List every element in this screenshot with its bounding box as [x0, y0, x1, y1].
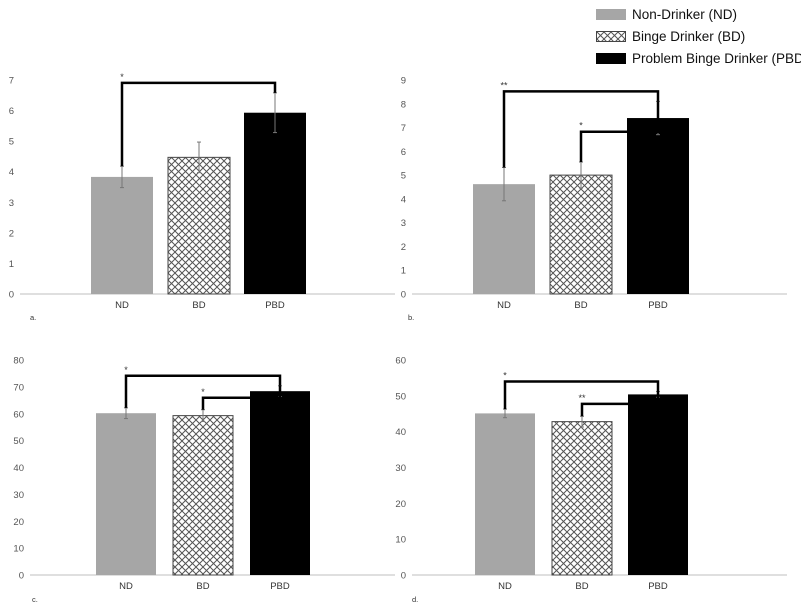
y-tick-label: 6 — [9, 106, 14, 117]
bar-bd — [167, 156, 231, 295]
significance-bracket — [502, 90, 660, 168]
y-tick-label: 3 — [401, 218, 406, 229]
category-label-nd: ND — [498, 581, 512, 592]
category-label-nd: ND — [115, 300, 129, 311]
y-tick-label: 2 — [9, 228, 14, 239]
y-tick-label: 80 — [13, 356, 24, 367]
legend-label-bd: Binge Drinker (BD) — [632, 28, 746, 44]
y-tick-label: 7 — [401, 123, 406, 134]
significance-bracket — [503, 380, 660, 410]
y-tick-label: 10 — [395, 535, 406, 546]
y-tick-label: 4 — [9, 167, 14, 178]
y-tick-label: 50 — [13, 436, 24, 447]
y-tick-label: 4 — [401, 194, 406, 205]
category-label-bd: BD — [574, 300, 587, 311]
y-tick-label: 0 — [401, 571, 406, 582]
significance-bracket — [120, 81, 277, 167]
bar-bd — [172, 415, 234, 576]
bar-pbd — [628, 394, 688, 575]
y-tick-label: 2 — [401, 242, 406, 253]
category-label-bd: BD — [575, 581, 588, 592]
y-tick-label: 20 — [395, 499, 406, 510]
y-tick-label: 30 — [395, 463, 406, 474]
legend-label-nd: Non-Drinker (ND) — [632, 6, 738, 22]
significance-bracket — [201, 385, 282, 410]
bar-nd — [96, 413, 156, 575]
significance-label: * — [579, 121, 583, 131]
chart-panel-a: 0 1 2 3 4 5 6 7 ND BD PBD * a. — [9, 72, 395, 322]
y-tick-label: 7 — [9, 76, 14, 87]
panel-label: a. — [30, 313, 36, 322]
category-label-bd: BD — [192, 300, 205, 311]
y-tick-label: 40 — [395, 427, 406, 438]
significance-label: * — [124, 365, 128, 375]
category-label-pbd: PBD — [648, 581, 668, 592]
category-label-pbd: PBD — [265, 300, 285, 311]
bar-bd — [549, 174, 613, 295]
panel-label: b. — [408, 313, 414, 322]
y-tick-label: 5 — [401, 171, 406, 182]
legend-swatch-nd — [596, 8, 626, 20]
y-tick-label: 9 — [401, 76, 406, 87]
category-label-bd: BD — [196, 581, 209, 592]
bar-nd — [91, 176, 153, 294]
y-tick-label: 8 — [401, 99, 406, 110]
y-tick-label: 1 — [9, 259, 14, 270]
y-tick-label: 60 — [395, 356, 406, 367]
legend-swatch-bd — [596, 30, 626, 42]
y-tick-label: 50 — [395, 391, 406, 402]
legend-item-nd: Non-Drinker (ND) — [596, 6, 737, 22]
significance-bracket — [580, 391, 660, 417]
category-label-nd: ND — [119, 581, 133, 592]
significance-bracket — [124, 374, 282, 408]
y-tick-label: 20 — [13, 517, 24, 528]
chart-legend: Non-Drinker (ND) Binge Drinker (BD) Prob… — [596, 6, 801, 68]
y-tick-label: 1 — [401, 266, 406, 277]
significance-label: * — [120, 72, 124, 82]
bar-nd — [475, 413, 535, 575]
y-tick-label: 0 — [401, 290, 406, 301]
y-tick-label: 0 — [9, 290, 14, 301]
bar-nd — [473, 184, 535, 294]
y-tick-label: 70 — [13, 382, 24, 393]
category-label-nd: ND — [497, 300, 511, 311]
y-tick-label: 3 — [9, 198, 14, 209]
legend-item-pbd: Problem Binge Drinker (PBD) — [596, 50, 801, 66]
panel-label: d. — [412, 595, 418, 604]
category-label-pbd: PBD — [270, 581, 290, 592]
y-tick-label: 30 — [13, 490, 24, 501]
legend-label-pbd: Problem Binge Drinker (PBD) — [632, 50, 801, 66]
y-tick-label: 0 — [19, 571, 24, 582]
significance-label: * — [503, 371, 507, 381]
panel-label: c. — [32, 595, 38, 604]
bar-bd — [551, 421, 613, 576]
y-tick-label: 40 — [13, 463, 24, 474]
y-tick-label: 5 — [9, 137, 14, 148]
legend-item-bd: Binge Drinker (BD) — [596, 28, 745, 44]
significance-label: * — [201, 387, 205, 397]
category-label-pbd: PBD — [648, 300, 668, 311]
bar-pbd — [250, 391, 310, 575]
y-tick-label: 60 — [13, 409, 24, 420]
significance-label: ** — [578, 393, 586, 403]
chart-panel-c: 0 10 20 30 40 50 60 70 80 ND BD PBD * * c. — [13, 356, 395, 604]
y-tick-label: 10 — [13, 544, 24, 555]
y-tick-label: 6 — [401, 147, 406, 158]
legend-swatch-pbd — [596, 52, 626, 64]
significance-bracket — [579, 101, 660, 163]
bar-pbd — [244, 112, 306, 294]
bar-pbd — [627, 118, 689, 295]
significance-label: ** — [500, 80, 508, 90]
